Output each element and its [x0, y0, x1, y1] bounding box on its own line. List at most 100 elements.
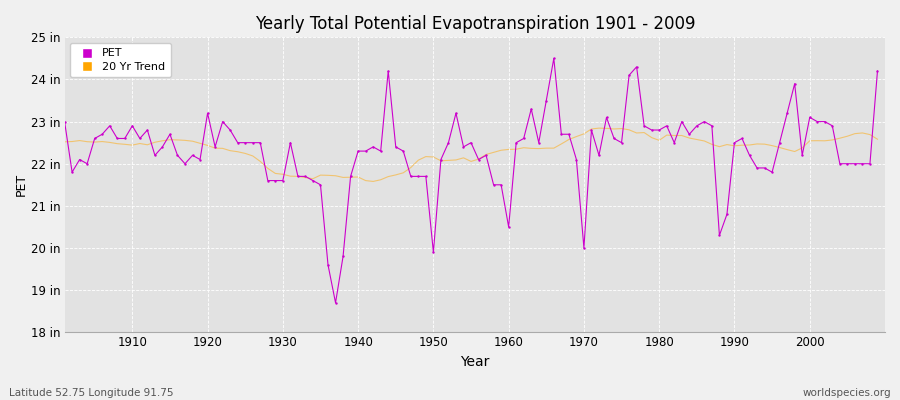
Point	[132, 135, 147, 142]
Point	[87, 135, 102, 142]
Point	[569, 156, 583, 163]
Point	[320, 262, 335, 268]
Point	[434, 156, 448, 163]
Point	[110, 135, 124, 142]
Point	[825, 123, 840, 129]
Point	[501, 224, 516, 230]
Point	[848, 160, 862, 167]
Point	[441, 140, 455, 146]
Point	[336, 253, 350, 260]
Point	[841, 160, 855, 167]
Point	[772, 140, 787, 146]
Point	[517, 135, 531, 142]
Point	[238, 140, 252, 146]
Point	[246, 140, 260, 146]
Point	[275, 177, 290, 184]
Point	[870, 68, 885, 74]
Point	[577, 245, 591, 251]
Point	[72, 156, 86, 163]
Point	[344, 173, 358, 180]
Point	[705, 123, 719, 129]
Point	[644, 127, 659, 133]
Y-axis label: PET: PET	[15, 173, 28, 196]
Title: Yearly Total Potential Evapotranspiration 1901 - 2009: Yearly Total Potential Evapotranspiratio…	[255, 15, 695, 33]
Point	[208, 144, 222, 150]
Point	[418, 173, 433, 180]
Point	[215, 118, 230, 125]
Point	[479, 152, 493, 158]
X-axis label: Year: Year	[460, 355, 490, 369]
Point	[268, 177, 283, 184]
Point	[155, 144, 169, 150]
Point	[284, 140, 298, 146]
Point	[163, 131, 177, 138]
Point	[712, 232, 726, 238]
Point	[727, 140, 742, 146]
Point	[855, 160, 869, 167]
Point	[261, 177, 275, 184]
Point	[306, 177, 320, 184]
Point	[313, 182, 328, 188]
Point	[328, 300, 343, 306]
Point	[456, 144, 471, 150]
Point	[449, 110, 464, 116]
Point	[193, 156, 207, 163]
Point	[795, 152, 809, 158]
Point	[170, 152, 184, 158]
Point	[539, 97, 554, 104]
Text: Latitude 52.75 Longitude 91.75: Latitude 52.75 Longitude 91.75	[9, 388, 174, 398]
Point	[765, 169, 779, 175]
Point	[607, 135, 621, 142]
Point	[734, 135, 749, 142]
Point	[381, 68, 395, 74]
Point	[660, 123, 674, 129]
Point	[403, 173, 418, 180]
Point	[351, 148, 365, 154]
Point	[65, 169, 79, 175]
Point	[788, 80, 802, 87]
Text: worldspecies.org: worldspecies.org	[803, 388, 891, 398]
Point	[652, 127, 666, 133]
Point	[592, 152, 607, 158]
Point	[80, 160, 94, 167]
Point	[411, 173, 426, 180]
Point	[366, 144, 381, 150]
Point	[524, 106, 538, 112]
Point	[103, 123, 117, 129]
Point	[584, 127, 598, 133]
Point	[223, 127, 238, 133]
Point	[546, 55, 561, 62]
Point	[675, 118, 689, 125]
Point	[230, 140, 245, 146]
Point	[396, 148, 410, 154]
Point	[532, 140, 546, 146]
Point	[125, 123, 140, 129]
Point	[637, 123, 652, 129]
Point	[689, 123, 704, 129]
Point	[298, 173, 312, 180]
Point	[750, 165, 764, 171]
Point	[810, 118, 824, 125]
Point	[622, 72, 636, 78]
Point	[427, 249, 441, 256]
Point	[562, 131, 576, 138]
Point	[494, 182, 508, 188]
Point	[140, 127, 155, 133]
Point	[253, 140, 267, 146]
Point	[667, 140, 681, 146]
Point	[185, 152, 200, 158]
Point	[682, 131, 697, 138]
Point	[472, 156, 486, 163]
Point	[486, 182, 500, 188]
Point	[780, 110, 795, 116]
Point	[832, 160, 847, 167]
Point	[599, 114, 614, 120]
Point	[615, 140, 629, 146]
Point	[178, 160, 193, 167]
Point	[464, 140, 478, 146]
Point	[148, 152, 162, 158]
Point	[118, 135, 132, 142]
Point	[95, 131, 110, 138]
Legend: PET, 20 Yr Trend: PET, 20 Yr Trend	[70, 43, 171, 77]
Point	[374, 148, 388, 154]
